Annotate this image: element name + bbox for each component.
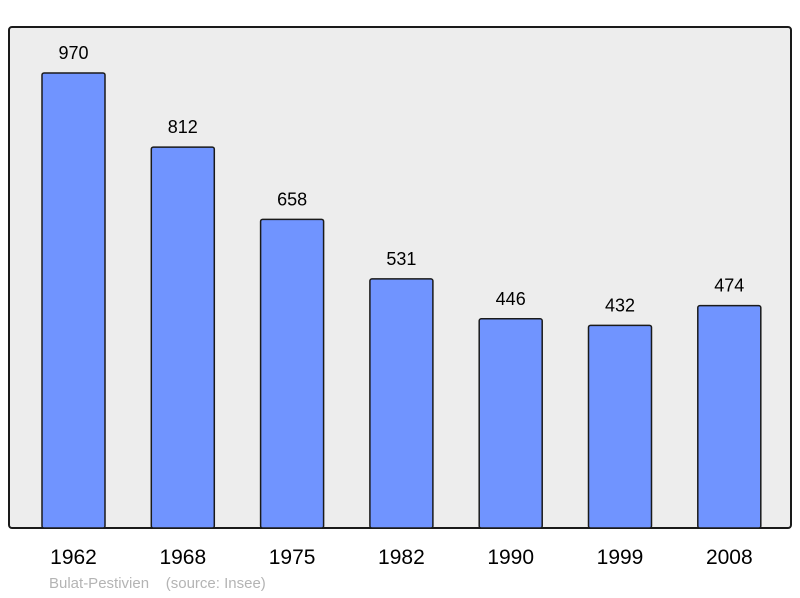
bar-1968 xyxy=(150,146,216,529)
bar-1962 xyxy=(41,72,106,529)
footer-source: (source: Insee) xyxy=(165,575,266,592)
bar-1982 xyxy=(369,278,434,529)
bar-1990 xyxy=(478,318,543,529)
data-label-1962: 970 xyxy=(58,43,88,63)
data-label-2008: 474 xyxy=(714,276,744,296)
data-label-1990: 446 xyxy=(496,289,526,309)
x-tick-label-2008: 2008 xyxy=(706,546,753,569)
bar-1999 xyxy=(587,324,653,529)
data-label-1999: 432 xyxy=(605,295,635,315)
data-label-1982: 531 xyxy=(386,249,416,269)
x-tick-label-1975: 1975 xyxy=(269,546,316,569)
data-label-1975: 658 xyxy=(277,189,307,209)
bar-2008 xyxy=(697,304,762,529)
x-tick-label-1982: 1982 xyxy=(378,546,425,569)
x-tick-label-1999: 1999 xyxy=(597,546,644,569)
x-tick-label-1990: 1990 xyxy=(487,546,534,569)
x-tick-label-1962: 1962 xyxy=(50,546,97,569)
chart-footer: Bulat-Pestivien (source: Insee) xyxy=(49,575,266,592)
x-tick-label-1968: 1968 xyxy=(159,546,206,569)
bar-1975 xyxy=(259,218,325,529)
data-label-1968: 812 xyxy=(168,117,198,137)
footer-place: Bulat-Pestivien xyxy=(49,575,150,592)
